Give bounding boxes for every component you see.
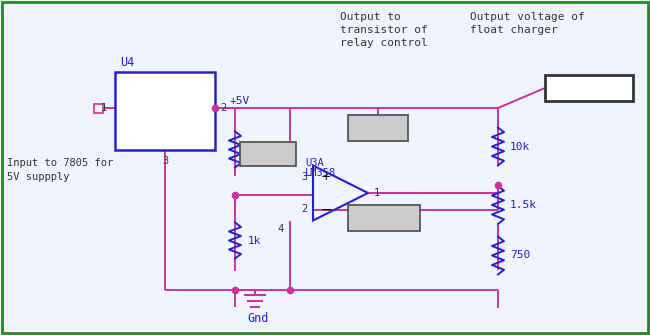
- Text: Output to: Output to: [340, 12, 401, 22]
- FancyBboxPatch shape: [545, 75, 633, 101]
- Text: 2.516V: 2.516V: [363, 211, 406, 224]
- Text: +: +: [321, 170, 332, 183]
- Text: Gnd: Gnd: [247, 312, 268, 325]
- Text: U3A: U3A: [305, 158, 324, 168]
- FancyBboxPatch shape: [240, 142, 296, 166]
- Text: 750: 750: [510, 251, 530, 261]
- Text: 5V suppply: 5V suppply: [7, 172, 70, 182]
- Text: relay control: relay control: [340, 38, 428, 48]
- Text: U4: U4: [120, 57, 135, 69]
- Text: 2.5V: 2.5V: [254, 147, 282, 160]
- Text: 4: 4: [278, 223, 284, 233]
- Text: 1k: 1k: [248, 236, 261, 246]
- Text: 1.5k: 1.5k: [510, 200, 537, 210]
- Text: 8: 8: [278, 158, 284, 169]
- Text: 10k: 10k: [510, 141, 530, 151]
- Text: −: −: [321, 202, 333, 216]
- Text: If 13.7V: If 13.7V: [559, 81, 619, 94]
- Text: LM7805C: LM7805C: [143, 80, 187, 90]
- Text: +5V: +5V: [230, 96, 250, 106]
- Text: Output voltage of: Output voltage of: [470, 12, 585, 22]
- Text: 0V: 0V: [370, 122, 385, 134]
- Text: LM358: LM358: [305, 168, 336, 178]
- FancyBboxPatch shape: [115, 72, 215, 150]
- Text: 3: 3: [162, 156, 168, 166]
- Text: 2: 2: [301, 204, 307, 214]
- Text: transistor of: transistor of: [340, 25, 428, 35]
- Text: 2: 2: [220, 103, 226, 113]
- Text: GND: GND: [162, 118, 172, 136]
- Text: 1k: 1k: [248, 144, 261, 154]
- Text: OUT: OUT: [187, 115, 207, 125]
- FancyBboxPatch shape: [348, 115, 408, 141]
- Text: 3: 3: [301, 172, 307, 182]
- Text: 1: 1: [374, 188, 380, 198]
- Text: IN: IN: [128, 115, 142, 125]
- FancyBboxPatch shape: [348, 205, 420, 231]
- Text: float charger: float charger: [470, 25, 558, 35]
- Text: 1: 1: [101, 103, 107, 113]
- Text: Input to 7805 for: Input to 7805 for: [7, 158, 113, 168]
